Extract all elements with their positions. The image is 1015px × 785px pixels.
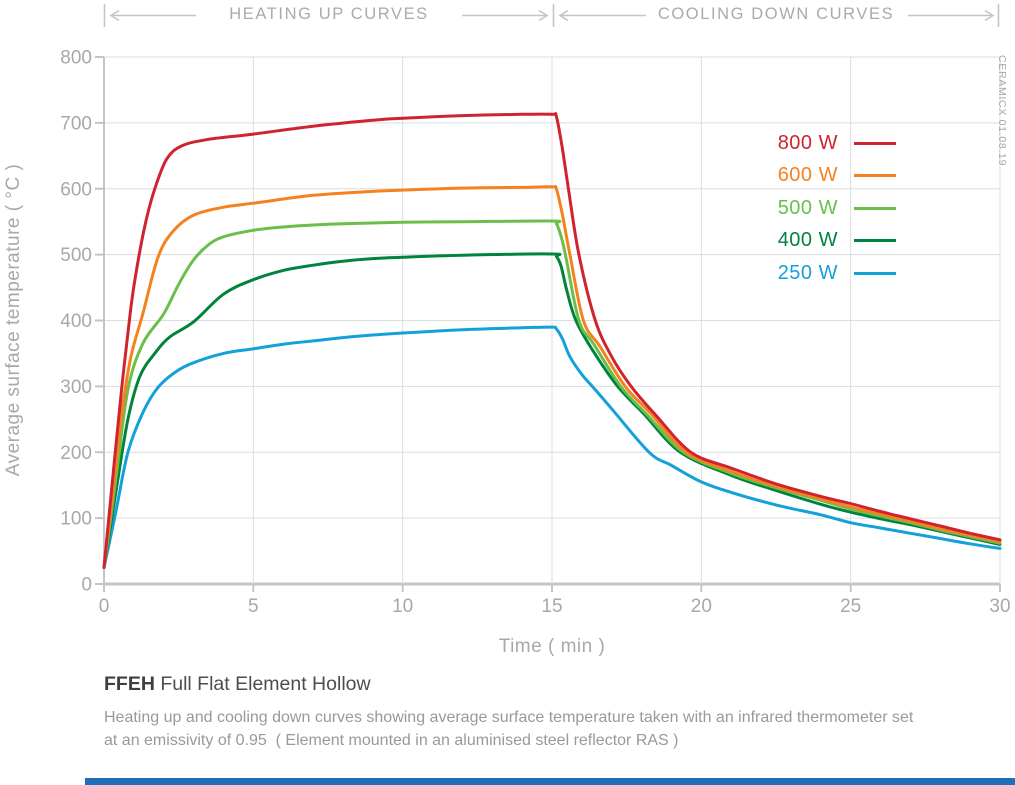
y-tick-label: 300 [60, 377, 92, 398]
heating-right-arrow-icon [462, 9, 549, 22]
x-axis-title: Time ( min ) [499, 636, 606, 657]
chart-description-line1: Heating up and cooling down curves showi… [104, 709, 914, 726]
series-line-250-w [102, 325, 1002, 569]
chart-title-code: FFEH [104, 673, 155, 695]
footer-accent-bar [85, 778, 1015, 785]
y-tick-label: 400 [60, 311, 92, 332]
series-line-400-w [102, 252, 1002, 569]
legend-item-500-w: 500 W [755, 192, 896, 224]
y-tick-label: 200 [60, 443, 92, 464]
y-tick-label: 0 [81, 575, 92, 596]
legend-label: 400 W [777, 229, 838, 251]
legend-item-400-w: 400 W [755, 225, 896, 257]
y-tick-label: 700 [60, 113, 92, 134]
legend-item-800-w: 800 W [755, 127, 896, 159]
chart-title: FFEH Full Flat Element Hollow [104, 673, 371, 696]
y-tick-label: 600 [60, 179, 92, 200]
series-curves [102, 112, 1002, 569]
temperature-chart: 0 100 200 300 400 500 600 700 800 0 5 10 15 20 25 30 Tim… [3, 4, 1011, 658]
legend-line-swatch [854, 271, 896, 275]
x-tick-label: 30 [989, 596, 1010, 617]
legend-line-swatch [854, 239, 896, 242]
y-tick-label: 800 [60, 48, 92, 69]
chart-title-text: Full Flat Element Hollow [154, 673, 371, 695]
y-tick-label: 500 [60, 245, 92, 266]
cooling-left-arrow-icon [558, 9, 646, 22]
x-tick-label: 10 [392, 596, 413, 617]
x-tick-label: 25 [840, 596, 861, 617]
watermark: CERAMICX 01.08.19 [996, 55, 1008, 167]
legend-line-swatch [854, 174, 896, 177]
legend-line-swatch [854, 141, 896, 145]
axis-labels: 0 100 200 300 400 500 600 700 800 0 5 10 15 20 25 30 Tim… [3, 48, 1011, 658]
legend-label: 600 W [777, 164, 838, 186]
gridlines [95, 56, 1001, 592]
legend-label: 500 W [777, 196, 838, 219]
cooling-right-arrow-icon [908, 9, 995, 22]
heating-section-label: HEATING UP CURVES [229, 5, 429, 23]
legend-label: 800 W [777, 131, 838, 154]
x-tick-label: 15 [541, 596, 562, 617]
series-line-500-w [102, 219, 1002, 569]
y-axis-title: Average surface temperature ( °C ) [3, 164, 24, 477]
x-tick-label: 5 [248, 596, 259, 617]
legend-line-swatch [854, 206, 896, 210]
cooling-section-label: COOLING DOWN CURVES [657, 5, 895, 23]
chart-description-line2: at an emissivity of 0.95 ( Element mount… [104, 732, 679, 749]
legend-label: 250 W [777, 261, 838, 284]
x-tick-label: 0 [99, 596, 110, 617]
section-arrows [103, 4, 1000, 27]
series-line-800-w [102, 112, 1002, 569]
legend-item-250-w: 250 W [755, 257, 896, 289]
x-tick-label: 20 [691, 596, 712, 617]
y-tick-label: 100 [60, 509, 92, 530]
series-line-600-w [102, 184, 1002, 569]
heating-left-arrow-icon [109, 9, 196, 22]
legend-item-600-w: 600 W [755, 160, 896, 192]
